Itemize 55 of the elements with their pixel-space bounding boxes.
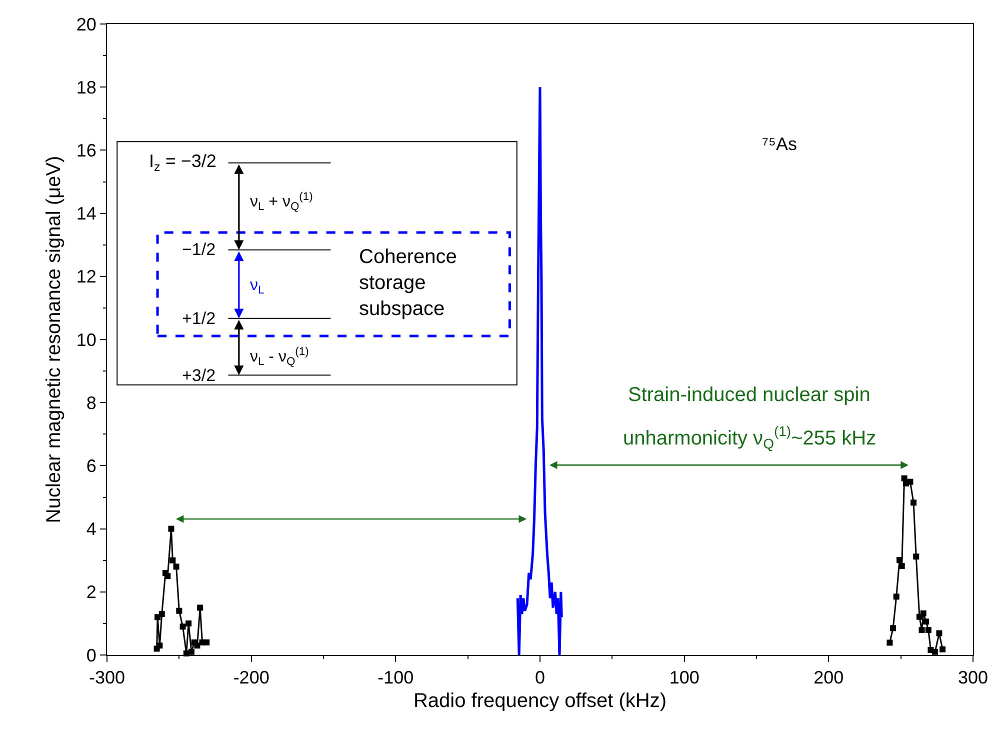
annotation: ν$_{L}$ — [250, 277, 264, 296]
point — [180, 624, 186, 630]
point — [194, 642, 200, 649]
x-tick-label: -300 — [88, 668, 126, 688]
y-axis-title: Nuclear magnetic resonance signal (μeV) — [42, 156, 65, 524]
x-tick-label: -100 — [378, 668, 414, 688]
annotation: ⁷⁵As — [762, 134, 797, 154]
point — [168, 526, 174, 532]
x-tick-label: 100 — [669, 668, 700, 688]
point — [188, 648, 194, 655]
point — [907, 478, 914, 485]
annotation: +3/2 — [182, 366, 216, 385]
point — [918, 627, 925, 634]
point — [896, 557, 903, 564]
point — [170, 557, 176, 564]
point — [923, 618, 930, 625]
point — [158, 610, 165, 617]
line-series — [516, 86, 563, 655]
annotation: Strain-induced nuclear spin — [628, 384, 870, 406]
point — [173, 564, 180, 570]
y-tick-label: 0 — [86, 645, 96, 666]
x-tick-label: 0 — [534, 668, 546, 688]
point — [913, 554, 920, 560]
y-tick-label: 20 — [76, 14, 96, 34]
point — [940, 646, 946, 652]
y-tick-label: 18 — [76, 77, 96, 98]
point — [920, 610, 926, 616]
y-tick-label: 12 — [76, 266, 96, 287]
point — [176, 608, 182, 614]
x-tick-label: -200 — [233, 668, 270, 688]
point — [936, 630, 942, 636]
point — [893, 594, 900, 600]
annotation: I$_{z}$ = −3/2 — [149, 151, 216, 174]
y-tick-label: 14 — [76, 204, 96, 224]
x-tick-label: 200 — [814, 668, 844, 688]
x-axis-title: Radio frequency offset (kHz) — [413, 690, 667, 712]
point — [186, 620, 192, 626]
point — [910, 500, 917, 506]
x-tick-label: 300 — [958, 668, 988, 688]
annotation: +1/2 — [182, 309, 216, 328]
annotation: −1/2 — [182, 240, 216, 259]
point — [890, 625, 896, 632]
point — [204, 639, 210, 646]
y-tick-label: 8 — [86, 392, 96, 413]
annotation: unharmonicity ν$_{Q}$$^{(1)}$~255 kHz — [623, 423, 876, 452]
point — [932, 648, 938, 655]
y-tick-label: 2 — [86, 582, 96, 602]
y-tick-label: 6 — [86, 456, 96, 476]
point — [197, 604, 204, 611]
y-tick-label: 10 — [76, 330, 96, 350]
y-tick-label: 4 — [86, 519, 96, 540]
y-tick-label: 16 — [76, 140, 96, 160]
point — [886, 640, 893, 646]
point — [925, 627, 932, 634]
annotation: Coherence storage subspace — [359, 246, 457, 320]
